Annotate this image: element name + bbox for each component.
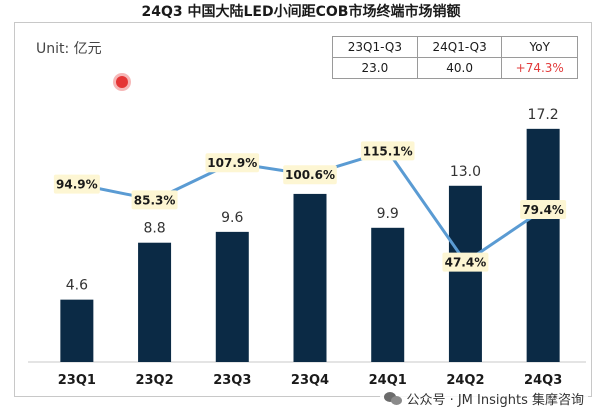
cursor-dot bbox=[116, 76, 128, 88]
yoy-label-23q4: 100.6% bbox=[285, 168, 335, 182]
x-tick-23q1: 23Q1 bbox=[58, 373, 96, 388]
footer-text: 公众号 · JM Insights 集摩咨询 bbox=[406, 393, 584, 408]
bar-label-23q1: 4.6 bbox=[66, 278, 88, 294]
summary-header-yoy: YoY bbox=[501, 36, 578, 58]
summary-table: 23Q1-Q3 24Q1-Q3 YoY 23.0 40.0 +74.3% bbox=[332, 36, 578, 79]
yoy-label-23q3: 107.9% bbox=[207, 156, 257, 170]
x-tick-24q1: 24Q1 bbox=[369, 373, 407, 388]
summary-value-23q1-q3: 23.0 bbox=[332, 57, 418, 79]
yoy-label-24q1: 115.1% bbox=[363, 144, 413, 158]
yoy-label-23q2: 85.3% bbox=[134, 193, 176, 207]
bar-label-23q3: 9.6 bbox=[221, 210, 243, 226]
bar-23q1 bbox=[60, 299, 94, 362]
summary-header-row: 23Q1-Q3 24Q1-Q3 YoY bbox=[332, 36, 578, 58]
yoy-label-23q1: 94.9% bbox=[56, 178, 98, 192]
x-tick-24q3: 24Q3 bbox=[524, 373, 562, 388]
bar-23q4 bbox=[293, 193, 327, 362]
x-tick-24q2: 24Q2 bbox=[446, 373, 484, 388]
bar-label-23q2: 8.8 bbox=[143, 221, 165, 237]
wechat-icon bbox=[384, 391, 403, 406]
footer-watermark: 公众号 · JM Insights 集摩咨询 bbox=[380, 389, 588, 408]
bar-23q2 bbox=[138, 242, 172, 362]
bar-24q1 bbox=[371, 227, 405, 362]
bar-24q2 bbox=[448, 185, 482, 362]
x-tick-23q3: 23Q3 bbox=[213, 373, 251, 388]
yoy-label-24q3: 79.4% bbox=[522, 203, 564, 217]
yoy-label-box-23q1 bbox=[53, 174, 100, 194]
bar-23q3 bbox=[215, 231, 249, 362]
yoy-label-24q2: 47.4% bbox=[445, 256, 487, 270]
x-tick-23q4: 23Q4 bbox=[291, 373, 329, 388]
chart-title: 24Q3 中国大陆LED小间距COB市场终端市场销额 bbox=[141, 4, 461, 20]
summary-value-row: 23.0 40.0 +74.3% bbox=[332, 57, 578, 79]
yoy-label-box-24q2 bbox=[442, 252, 489, 272]
bar-label-24q2: 13.0 bbox=[450, 164, 481, 180]
yoy-label-box-24q1 bbox=[360, 141, 415, 161]
yoy-label-box-24q3 bbox=[520, 200, 567, 220]
unit-label: Unit: 亿元 bbox=[36, 41, 102, 57]
bar-label-24q3: 17.2 bbox=[528, 107, 559, 123]
yoy-label-box-23q3 bbox=[205, 153, 260, 173]
yoy-label-box-23q4 bbox=[283, 165, 337, 185]
summary-value-24q1-q3: 40.0 bbox=[416, 57, 503, 79]
summary-value-yoy: +74.3% bbox=[501, 57, 578, 79]
x-tick-23q2: 23Q2 bbox=[135, 373, 173, 388]
bar-label-24q1: 9.9 bbox=[377, 206, 399, 222]
yoy-label-box-23q2 bbox=[131, 190, 178, 210]
bar-24q3 bbox=[526, 128, 560, 362]
